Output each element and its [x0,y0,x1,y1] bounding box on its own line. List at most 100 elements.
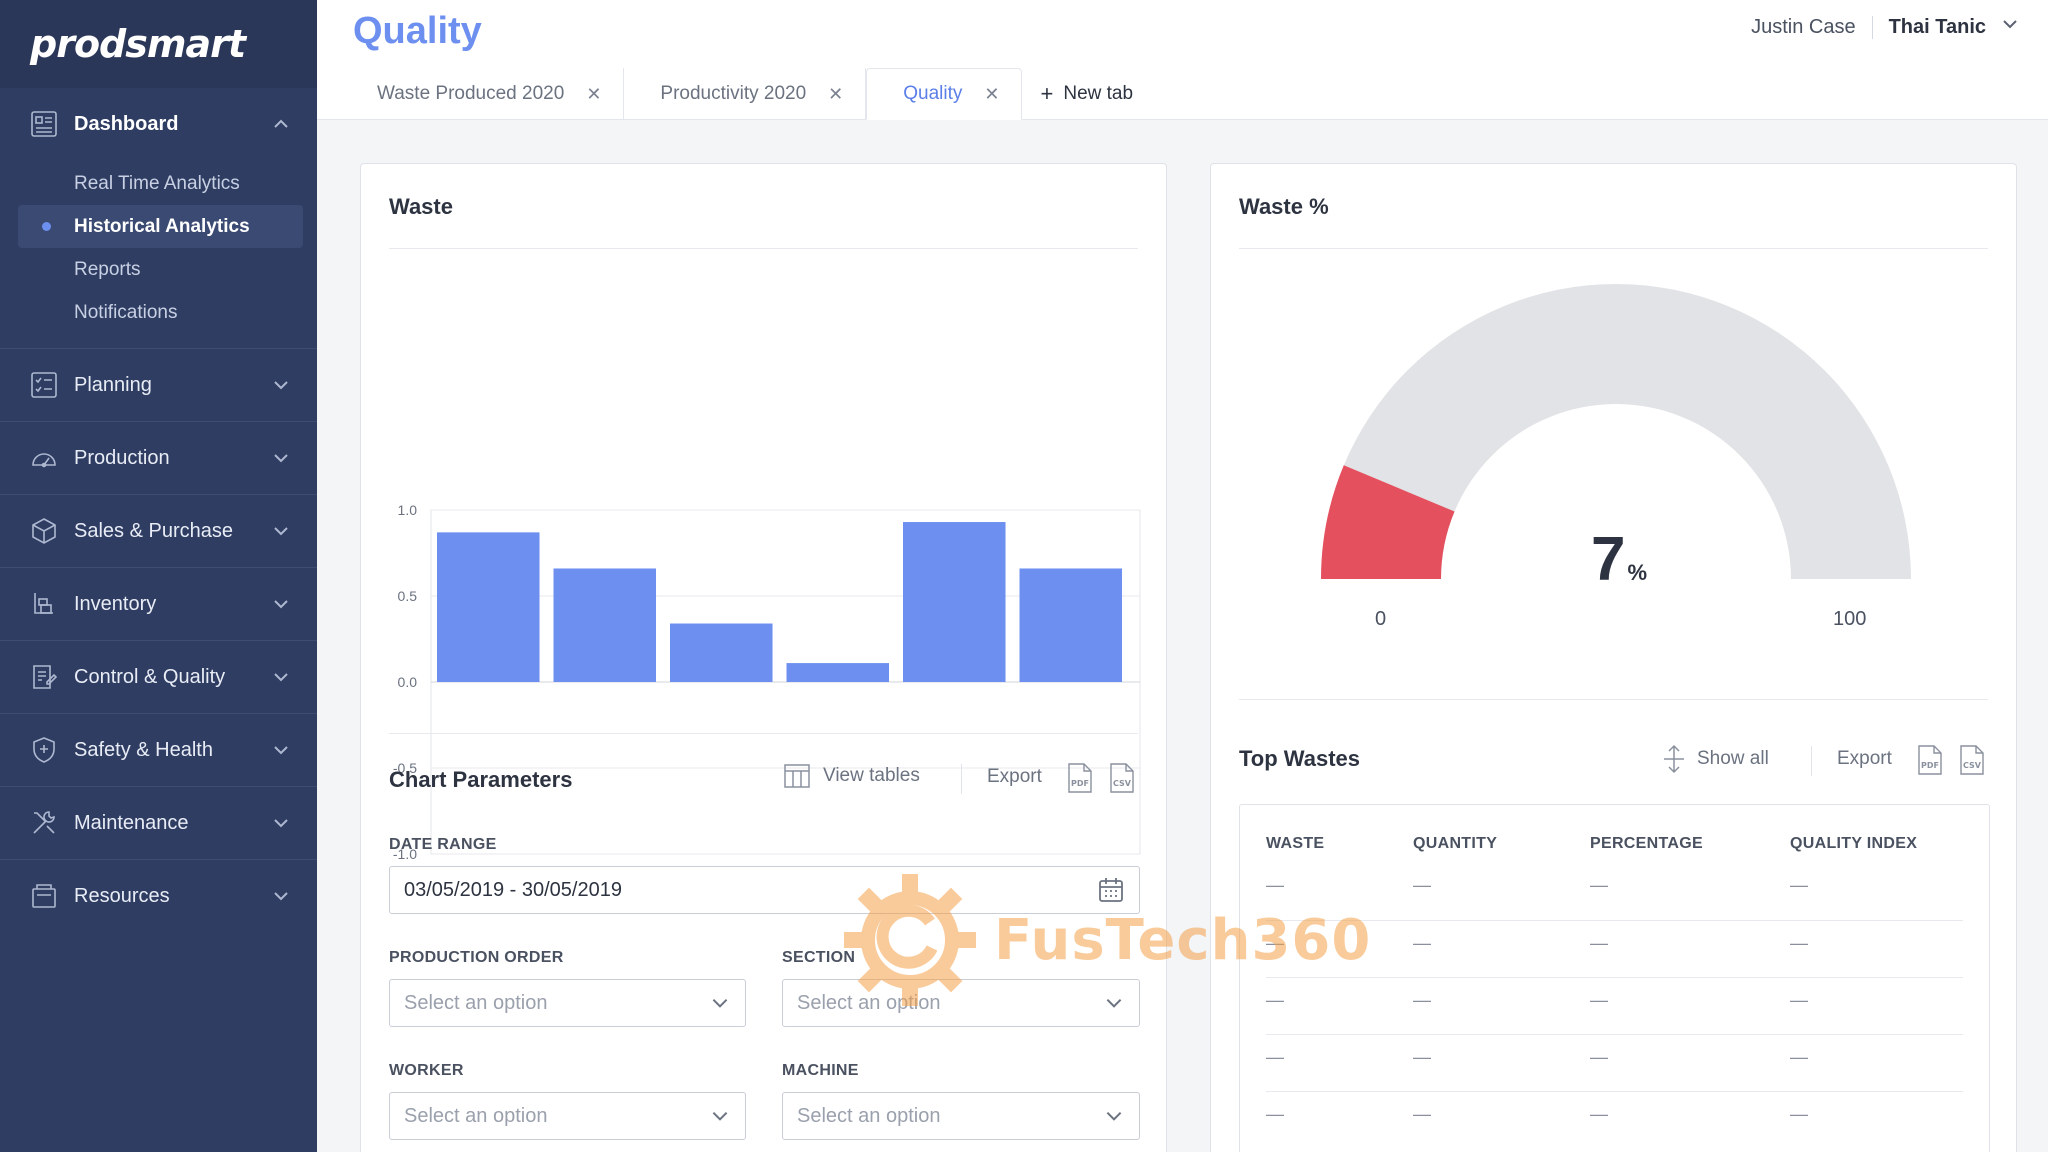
table-cell: — [1590,875,1608,895]
tab-waste-produced-2020[interactable]: Waste Produced 2020 ✕ [341,68,625,120]
tab-label: Waste Produced 2020 [377,83,565,104]
table-row[interactable]: — — — — [1266,863,1963,920]
table-row[interactable]: — — — — [1266,1034,1963,1091]
nav-production-label: Production [74,446,170,469]
chevron-down-icon[interactable] [271,448,291,468]
nav-safety-health[interactable]: Safety & Health [0,714,317,786]
table-cell: — [1590,990,1608,1010]
table-cell: — [1266,933,1284,953]
chevron-down-icon[interactable] [271,886,291,906]
active-dot [42,222,51,231]
worker-label: WORKER [389,1062,464,1079]
bar[interactable] [553,568,657,682]
worker-select[interactable]: Select an option [389,1092,746,1140]
pdf-export-icon[interactable]: PDF [1067,762,1093,794]
user-name[interactable]: Justin Case [1751,15,1873,39]
bar[interactable] [437,532,540,682]
gauge-max-label: 100 [1833,608,1867,630]
pdf-icon-label: PDF [1921,761,1939,770]
gauge-icon [28,442,60,474]
bar[interactable] [1019,568,1123,682]
bar[interactable] [903,522,1006,682]
column-header-percentage[interactable]: PERCENTAGE [1590,835,1703,852]
bar[interactable] [786,663,890,682]
nav-group-safety-health: Safety & Health [0,714,317,787]
production-order-select[interactable]: Select an option [389,979,746,1027]
csv-export-icon[interactable]: CSV [1109,762,1135,794]
nav-planning[interactable]: Planning [0,349,317,421]
column-header-waste[interactable]: WASTE [1266,835,1325,852]
y-tick-label: -0.5 [393,760,417,776]
pdf-export-icon[interactable]: PDF [1917,744,1943,776]
chevron-down-icon[interactable] [271,667,291,687]
waste-card-title: Waste [389,194,453,219]
nav-production[interactable]: Production [0,422,317,494]
gauge-value-number: 7 [1591,525,1626,594]
chevron-down-icon[interactable] [271,740,291,760]
box-icon [28,515,60,547]
chevron-down-icon [709,1105,731,1127]
section-select[interactable]: Select an option [782,979,1140,1027]
table-row[interactable]: — — — — [1266,977,1963,1034]
close-icon[interactable]: ✕ [984,83,1000,104]
column-header-quantity[interactable]: QUANTITY [1413,835,1498,852]
table-cell: — [1266,1047,1284,1067]
nav-control-quality-label: Control & Quality [74,665,226,688]
table-row[interactable]: — — — — [1266,1091,1963,1148]
nav-inventory[interactable]: Inventory [0,568,317,640]
nav-sales-purchase[interactable]: Sales & Purchase [0,495,317,567]
close-icon[interactable]: ✕ [828,83,844,104]
column-header-quality-index[interactable]: QUALITY INDEX [1790,835,1918,852]
show-all-button[interactable]: Show all [1661,744,1769,774]
section-value: Select an option [797,991,941,1014]
table-row[interactable]: — — — — [1266,920,1963,977]
subnav-historical-analytics[interactable]: Historical Analytics [18,205,303,248]
y-tick-label: -1.0 [393,846,417,862]
nav-resources[interactable]: Resources [0,860,317,932]
subnav-real-time-analytics[interactable]: Real Time Analytics [74,172,240,194]
table-cell: — [1790,990,1808,1010]
company-name[interactable]: Thai Tanic [1888,15,1986,38]
table-cell: — [1413,990,1431,1010]
new-tab-button[interactable]: + New tab [1022,68,1155,120]
nav-group-sales-purchase: Sales & Purchase [0,495,317,568]
calendar-icon[interactable] [1097,876,1125,904]
expand-vertical-icon [1661,744,1687,774]
tab-productivity-2020[interactable]: Productivity 2020 ✕ [624,68,867,120]
close-icon[interactable]: ✕ [586,83,602,104]
waste-percent-title: Waste % [1239,194,1329,219]
gauge-track [1321,284,1911,579]
bar[interactable] [670,623,773,682]
nav-inventory-label: Inventory [74,592,157,615]
chevron-down-icon[interactable] [271,813,291,833]
machine-value: Select an option [797,1104,941,1127]
nav-dashboard[interactable]: Dashboard [0,88,317,160]
nav-group-inventory: Inventory [0,568,317,641]
planning-icon [28,369,60,401]
chevron-down-icon[interactable] [271,594,291,614]
dashboard-icon [28,108,60,140]
chevron-up-icon[interactable] [271,114,291,134]
divider [389,733,1138,734]
nav-control-quality[interactable]: Control & Quality [0,641,317,713]
view-tables-button[interactable]: View tables [783,762,920,790]
waste-percent-card: Waste % 7% 0 100 Top Wastes Show all Exp… [1210,163,2017,1152]
csv-export-icon[interactable]: CSV [1959,744,1985,776]
date-range-input[interactable]: 03/05/2019 - 30/05/2019 [389,866,1140,914]
table-icon [783,762,811,790]
nav-maintenance[interactable]: Maintenance [0,787,317,859]
separator [961,764,962,794]
subnav-reports[interactable]: Reports [74,258,141,280]
dashboard-subnav: Real Time Analytics Historical Analytics… [0,160,317,348]
user-menu[interactable]: Justin Case Thai Tanic [1751,14,2020,40]
table-cell: — [1590,1047,1608,1067]
chevron-down-icon[interactable] [271,521,291,541]
chevron-down-icon[interactable] [2000,14,2020,40]
machine-select[interactable]: Select an option [782,1092,1140,1140]
table-cell: — [1790,1047,1808,1067]
tab-quality[interactable]: Quality ✕ [866,68,1023,120]
subnav-notifications[interactable]: Notifications [74,301,178,323]
table-cell: — [1790,1104,1808,1124]
app-logo[interactable]: prodsmart [0,0,317,88]
chevron-down-icon[interactable] [271,375,291,395]
